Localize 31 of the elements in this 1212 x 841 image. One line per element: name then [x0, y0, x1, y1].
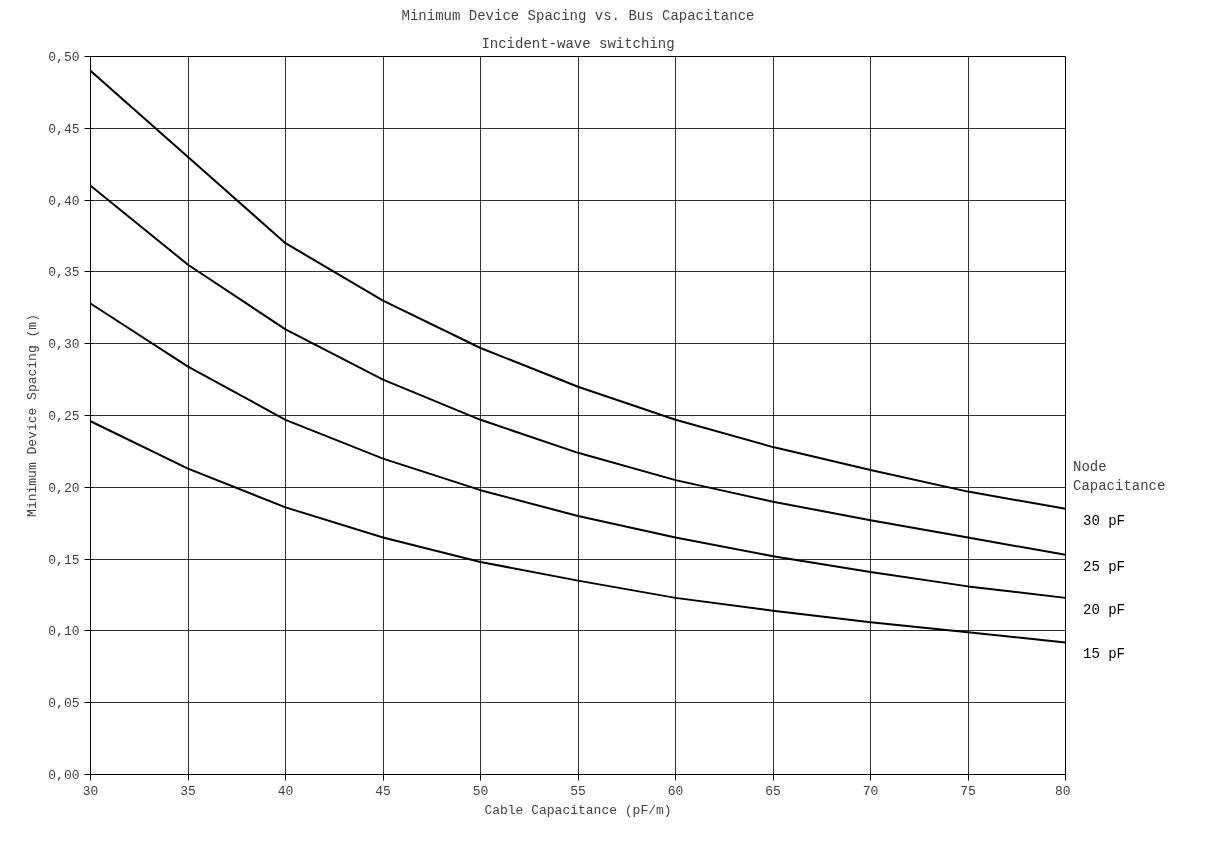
- series-label: 25 pF: [1083, 558, 1126, 575]
- y-tick-label: 0,45: [48, 121, 80, 137]
- x-tick-label: 30: [82, 783, 99, 799]
- y-tick-label: 0,10: [48, 624, 80, 640]
- x-tick-label: 65: [765, 783, 781, 799]
- x-tick-label: 35: [180, 783, 196, 799]
- x-tick-label: 80: [1054, 783, 1071, 799]
- chart-subtitle: Incident-wave switching: [481, 35, 675, 52]
- series-label: 30 pF: [1083, 512, 1126, 529]
- series-label: 20 pF: [1083, 601, 1126, 618]
- y-tick-label: 0,30: [48, 337, 80, 353]
- x-tick-label: 70: [862, 783, 879, 799]
- x-axis-title: Cable Capacitance (pF/m): [484, 802, 672, 818]
- series-label: 15 pF: [1083, 646, 1126, 663]
- x-tick-label: 40: [277, 783, 294, 799]
- x-tick-label: 55: [570, 783, 586, 799]
- y-tick-label: 0,40: [48, 193, 80, 209]
- y-tick-label: 0,35: [48, 265, 80, 281]
- x-tick-label: 60: [667, 783, 684, 799]
- legend-title: Node Capacitance: [1073, 458, 1166, 494]
- x-tick-label: 45: [375, 783, 391, 799]
- x-tick-label: 75: [960, 783, 976, 799]
- y-tick-label: 0,25: [48, 409, 80, 424]
- y-tick-label: 0,20: [48, 480, 80, 496]
- y-tick-label: 0,50: [48, 50, 80, 65]
- chart-title: Minimum Device Spacing vs. Bus Capacitance: [401, 7, 755, 24]
- x-tick-label: 50: [472, 783, 489, 799]
- y-tick-label: 0,00: [48, 768, 80, 783]
- y-axis-title: Minimum Device Spacing (m): [25, 314, 41, 517]
- y-tick-label: 0,05: [48, 696, 80, 712]
- y-tick-label: 0,15: [48, 552, 80, 568]
